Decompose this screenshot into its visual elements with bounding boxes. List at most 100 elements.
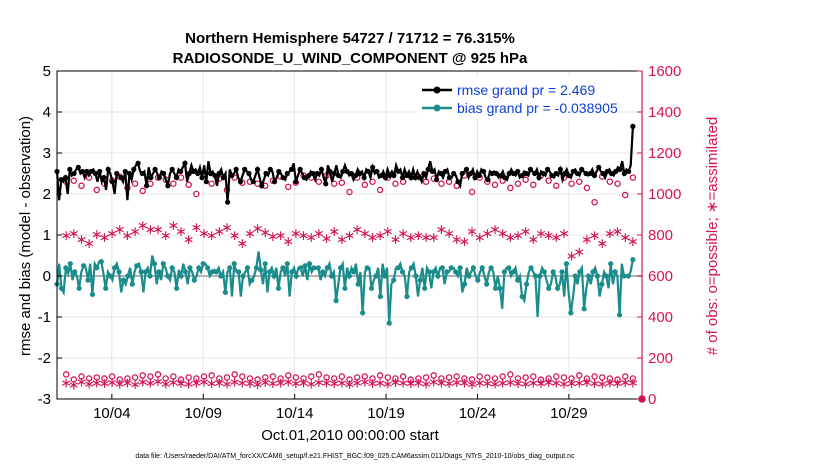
bias-point [461,281,468,287]
y-left-tick-label: 2 [43,186,51,203]
obs-possible-marker [361,181,369,189]
bias-point [169,265,175,271]
obs-assimilated-marker: ∗ [190,376,202,392]
rmse-point [544,166,551,172]
obs-possible-marker [583,184,591,192]
obs-possible-marker [399,373,407,380]
bias-point [89,291,96,298]
bias-point [444,269,450,275]
obs-assimilated-marker: ∗ [99,230,111,246]
y-axis-left-label: rmse and bias (model - observation) [17,116,34,356]
obs-possible-marker [262,374,269,381]
bias-point [563,261,570,267]
rmse-point [182,160,188,166]
bias-point [554,285,561,291]
bias-point [289,269,295,275]
obs-assimilated-marker: ∗ [604,376,616,392]
rmse-point [344,168,350,175]
obs-assimilated-marker: ∗ [382,224,394,240]
obs-assimilated-marker: ∗ [374,228,386,244]
rmse-point [263,170,269,177]
rmse-point [97,168,103,175]
obs-possible-marker [93,374,101,381]
obs-assimilated-marker: ∗ [619,375,631,391]
rmse-point [395,168,401,175]
obs-possible-marker [292,374,300,381]
y-left-tick-label: 3 [43,145,51,162]
obs-assimilated-marker: ∗ [282,234,294,250]
bias-point [528,265,534,271]
obs-assimilated-marker: ∗ [436,376,448,392]
obs-possible-marker [323,374,330,381]
bias-point [134,263,140,269]
bias-point [174,285,180,291]
rmse-point [323,181,329,187]
obs-assimilated-marker: ∗ [558,376,570,392]
obs-assimilated-marker: ∗ [145,376,157,392]
obs-assimilated-marker: ∗ [443,226,455,242]
obs-possible-marker [468,376,476,383]
obs-possible-marker [216,375,223,382]
obs-assimilated-marker: ∗ [305,230,317,246]
bias-point [413,273,419,279]
bias-point [280,265,286,271]
bias-point [120,277,127,283]
rmse-point [493,170,499,177]
obs-possible-marker [568,375,575,382]
rmse-point [374,168,380,175]
bias-point [231,261,237,267]
obs-possible-marker [162,375,169,382]
rmse-point [135,160,141,166]
obs-assimilated-marker: ∗ [504,230,516,246]
obs-assimilated-marker: ∗ [367,230,379,246]
bias-point [430,269,437,275]
bias-point [284,261,290,267]
bias-point [262,261,268,267]
obs-assimilated-marker: ∗ [321,231,333,247]
obs-possible-marker [284,183,292,191]
bias-point [271,273,277,279]
obs-possible-marker [78,182,85,190]
obs-assimilated-marker: ∗ [190,220,202,236]
obs-possible-marker [438,180,445,187]
rmse-point [173,175,180,181]
bias-point [519,293,525,300]
bias-point [165,273,171,279]
bias-point [506,265,512,271]
bias-point [244,265,251,271]
obs-assimilated-marker: ∗ [413,228,425,244]
rmse-point [416,175,423,181]
obs-assimilated-marker: ∗ [474,376,486,392]
bias-point [85,277,91,283]
obs-possible-marker [438,375,445,382]
obs-assimilated-marker: ∗ [83,236,95,252]
obs-possible-marker [101,375,108,382]
rmse-point [412,175,418,181]
obs-assimilated-marker: ∗ [167,218,179,234]
obs-assimilated-marker: ∗ [114,222,126,238]
obs-possible-marker [376,372,384,379]
obs-assimilated-marker: ∗ [367,376,379,392]
obs-possible-marker [208,372,215,379]
y-right-tick-label: 1600 [648,63,681,80]
bias-point [253,265,259,271]
bias-point [368,285,375,291]
obs-assimilated-marker: ∗ [252,377,264,393]
rmse-point [169,166,175,172]
obs-assimilated-marker: ∗ [420,230,432,246]
bias-point [240,273,246,279]
bias-point [333,298,339,304]
bias-point [218,273,224,279]
rmse-point [114,170,120,177]
obs-possible-marker [583,375,591,382]
obs-assimilated-marker: ∗ [328,224,340,240]
obs-assimilated-marker: ∗ [68,378,80,394]
bias-point [568,310,574,316]
obs-assimilated-marker: ∗ [221,376,233,392]
x-tick-label: 10/14 [276,405,314,422]
obs-assimilated-marker: ∗ [474,230,486,246]
obs-assimilated-marker: ∗ [129,377,141,393]
obs-assimilated-marker: ∗ [612,224,624,240]
bias-point [320,269,326,275]
